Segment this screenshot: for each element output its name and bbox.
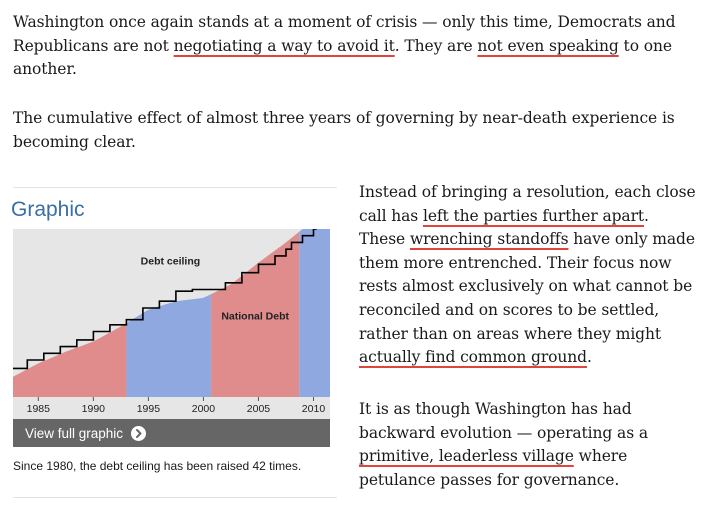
x-tick-label: 1995 bbox=[137, 403, 161, 415]
graphic-thumbnail[interactable]: 1985 1990 1995 2000 2005 2010 Debt ceiling Nati… bbox=[13, 229, 330, 447]
article-text: . These bbox=[359, 206, 649, 249]
article-text: It is as though Washington has had backw… bbox=[359, 400, 649, 442]
x-axis-band bbox=[13, 397, 330, 419]
x-tick-label: 1985 bbox=[27, 403, 51, 415]
view-full-graphic-label: View full graphic bbox=[25, 425, 124, 441]
debt-ceiling-step-line bbox=[13, 229, 317, 370]
article-text: . They are bbox=[394, 36, 478, 55]
article-paragraph-1: Washington once again stands at a moment… bbox=[13, 11, 693, 82]
graphic-bottom-divider bbox=[13, 497, 337, 498]
highlighted-link[interactable]: not even speaking bbox=[477, 36, 619, 55]
highlighted-link[interactable]: actually find common ground bbox=[359, 348, 587, 367]
x-tick-label: 2000 bbox=[192, 403, 216, 415]
chevron-right-icon bbox=[131, 425, 147, 441]
annotation-debt-ceiling: Debt ceiling bbox=[141, 255, 201, 267]
article-text: . bbox=[587, 348, 592, 367]
article-text: The cumulative effect of almost three ye… bbox=[13, 109, 675, 151]
x-tick-label: 2010 bbox=[302, 403, 326, 415]
debt-area-segment-3 bbox=[299, 229, 330, 397]
debt-chart: 1985 1990 1995 2000 2005 2010 Debt ceiling Nati… bbox=[13, 229, 330, 419]
view-full-graphic-button[interactable]: View full graphic bbox=[13, 419, 330, 447]
graphic-top-divider bbox=[13, 187, 337, 188]
article-text: have only made them more entrenched. The… bbox=[359, 230, 695, 343]
graphic-title: Graphic bbox=[11, 198, 85, 221]
highlighted-link[interactable]: negotiating a way to avoid it bbox=[173, 36, 395, 55]
debt-area-segment-0 bbox=[13, 323, 127, 397]
highlighted-link[interactable]: primitive, leaderless village bbox=[359, 447, 574, 466]
article-text: where petulance passes for governance. bbox=[359, 447, 628, 489]
highlighted-link[interactable]: left the parties further apart bbox=[422, 206, 645, 225]
article-text: Washington once again stands at a moment… bbox=[13, 13, 676, 55]
article-paragraph-2: The cumulative effect of almost three ye… bbox=[13, 107, 693, 154]
article-paragraph-4: It is as though Washington has had backw… bbox=[359, 398, 699, 492]
debt-area-segment-1 bbox=[126, 294, 212, 397]
article-text: Instead of bringing a resolution, each c… bbox=[359, 183, 696, 225]
annotation-national-debt: National Debt bbox=[221, 311, 289, 323]
article-paragraph-3: Instead of bringing a resolution, each c… bbox=[359, 181, 699, 370]
x-tick-label: 1990 bbox=[82, 403, 106, 415]
article-text: to one another. bbox=[13, 36, 672, 79]
debt-area-segment-2 bbox=[211, 231, 300, 397]
highlighted-link[interactable]: wrenching standoffs bbox=[409, 230, 569, 249]
graphic-caption: Since 1980, the debt ceiling has been ra… bbox=[13, 459, 302, 473]
x-tick-label: 2005 bbox=[247, 403, 271, 415]
